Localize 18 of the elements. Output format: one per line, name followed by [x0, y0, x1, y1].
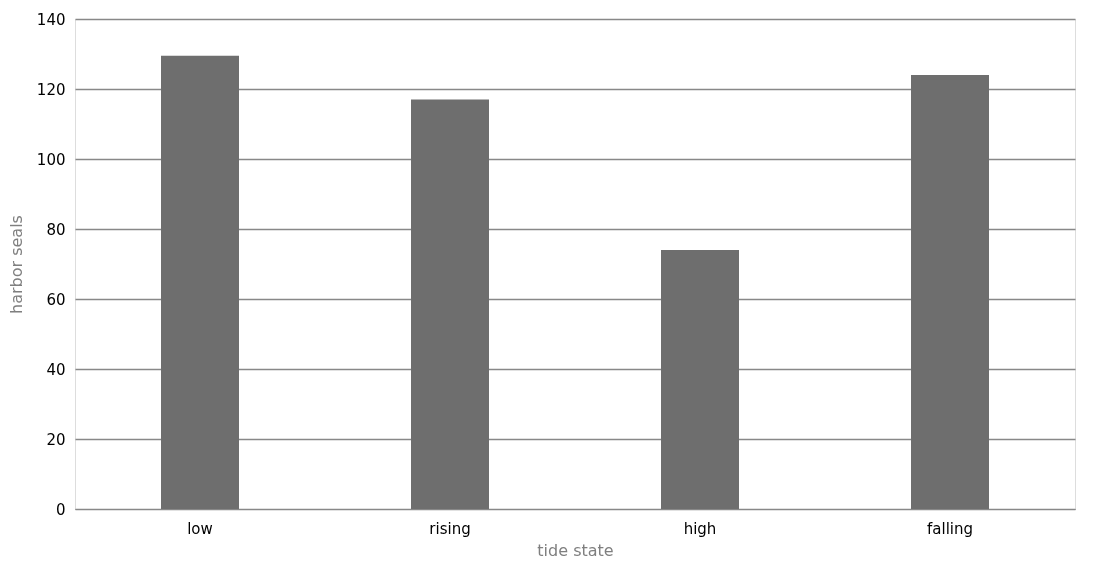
x-axis-title: tide state [537, 540, 614, 560]
y-tick-label: 100 [36, 150, 66, 169]
y-tick-label: 140 [36, 10, 66, 29]
bar [161, 55, 239, 509]
y-tick-label: 0 [55, 500, 66, 519]
x-tick-label: rising [429, 519, 471, 538]
x-tick-label: low [187, 519, 213, 538]
y-tick-label: 60 [46, 290, 66, 309]
bar [911, 75, 989, 509]
y-tick-label: 40 [46, 360, 66, 379]
bar [661, 250, 739, 509]
bar [411, 99, 489, 509]
x-tick-label: high [683, 519, 717, 538]
y-tick-label: 120 [36, 80, 66, 99]
y-tick-label: 80 [46, 220, 66, 239]
x-tick-label: falling [926, 519, 974, 538]
y-axis-title: harbor seals [6, 215, 26, 314]
y-tick-label: 20 [46, 430, 66, 449]
